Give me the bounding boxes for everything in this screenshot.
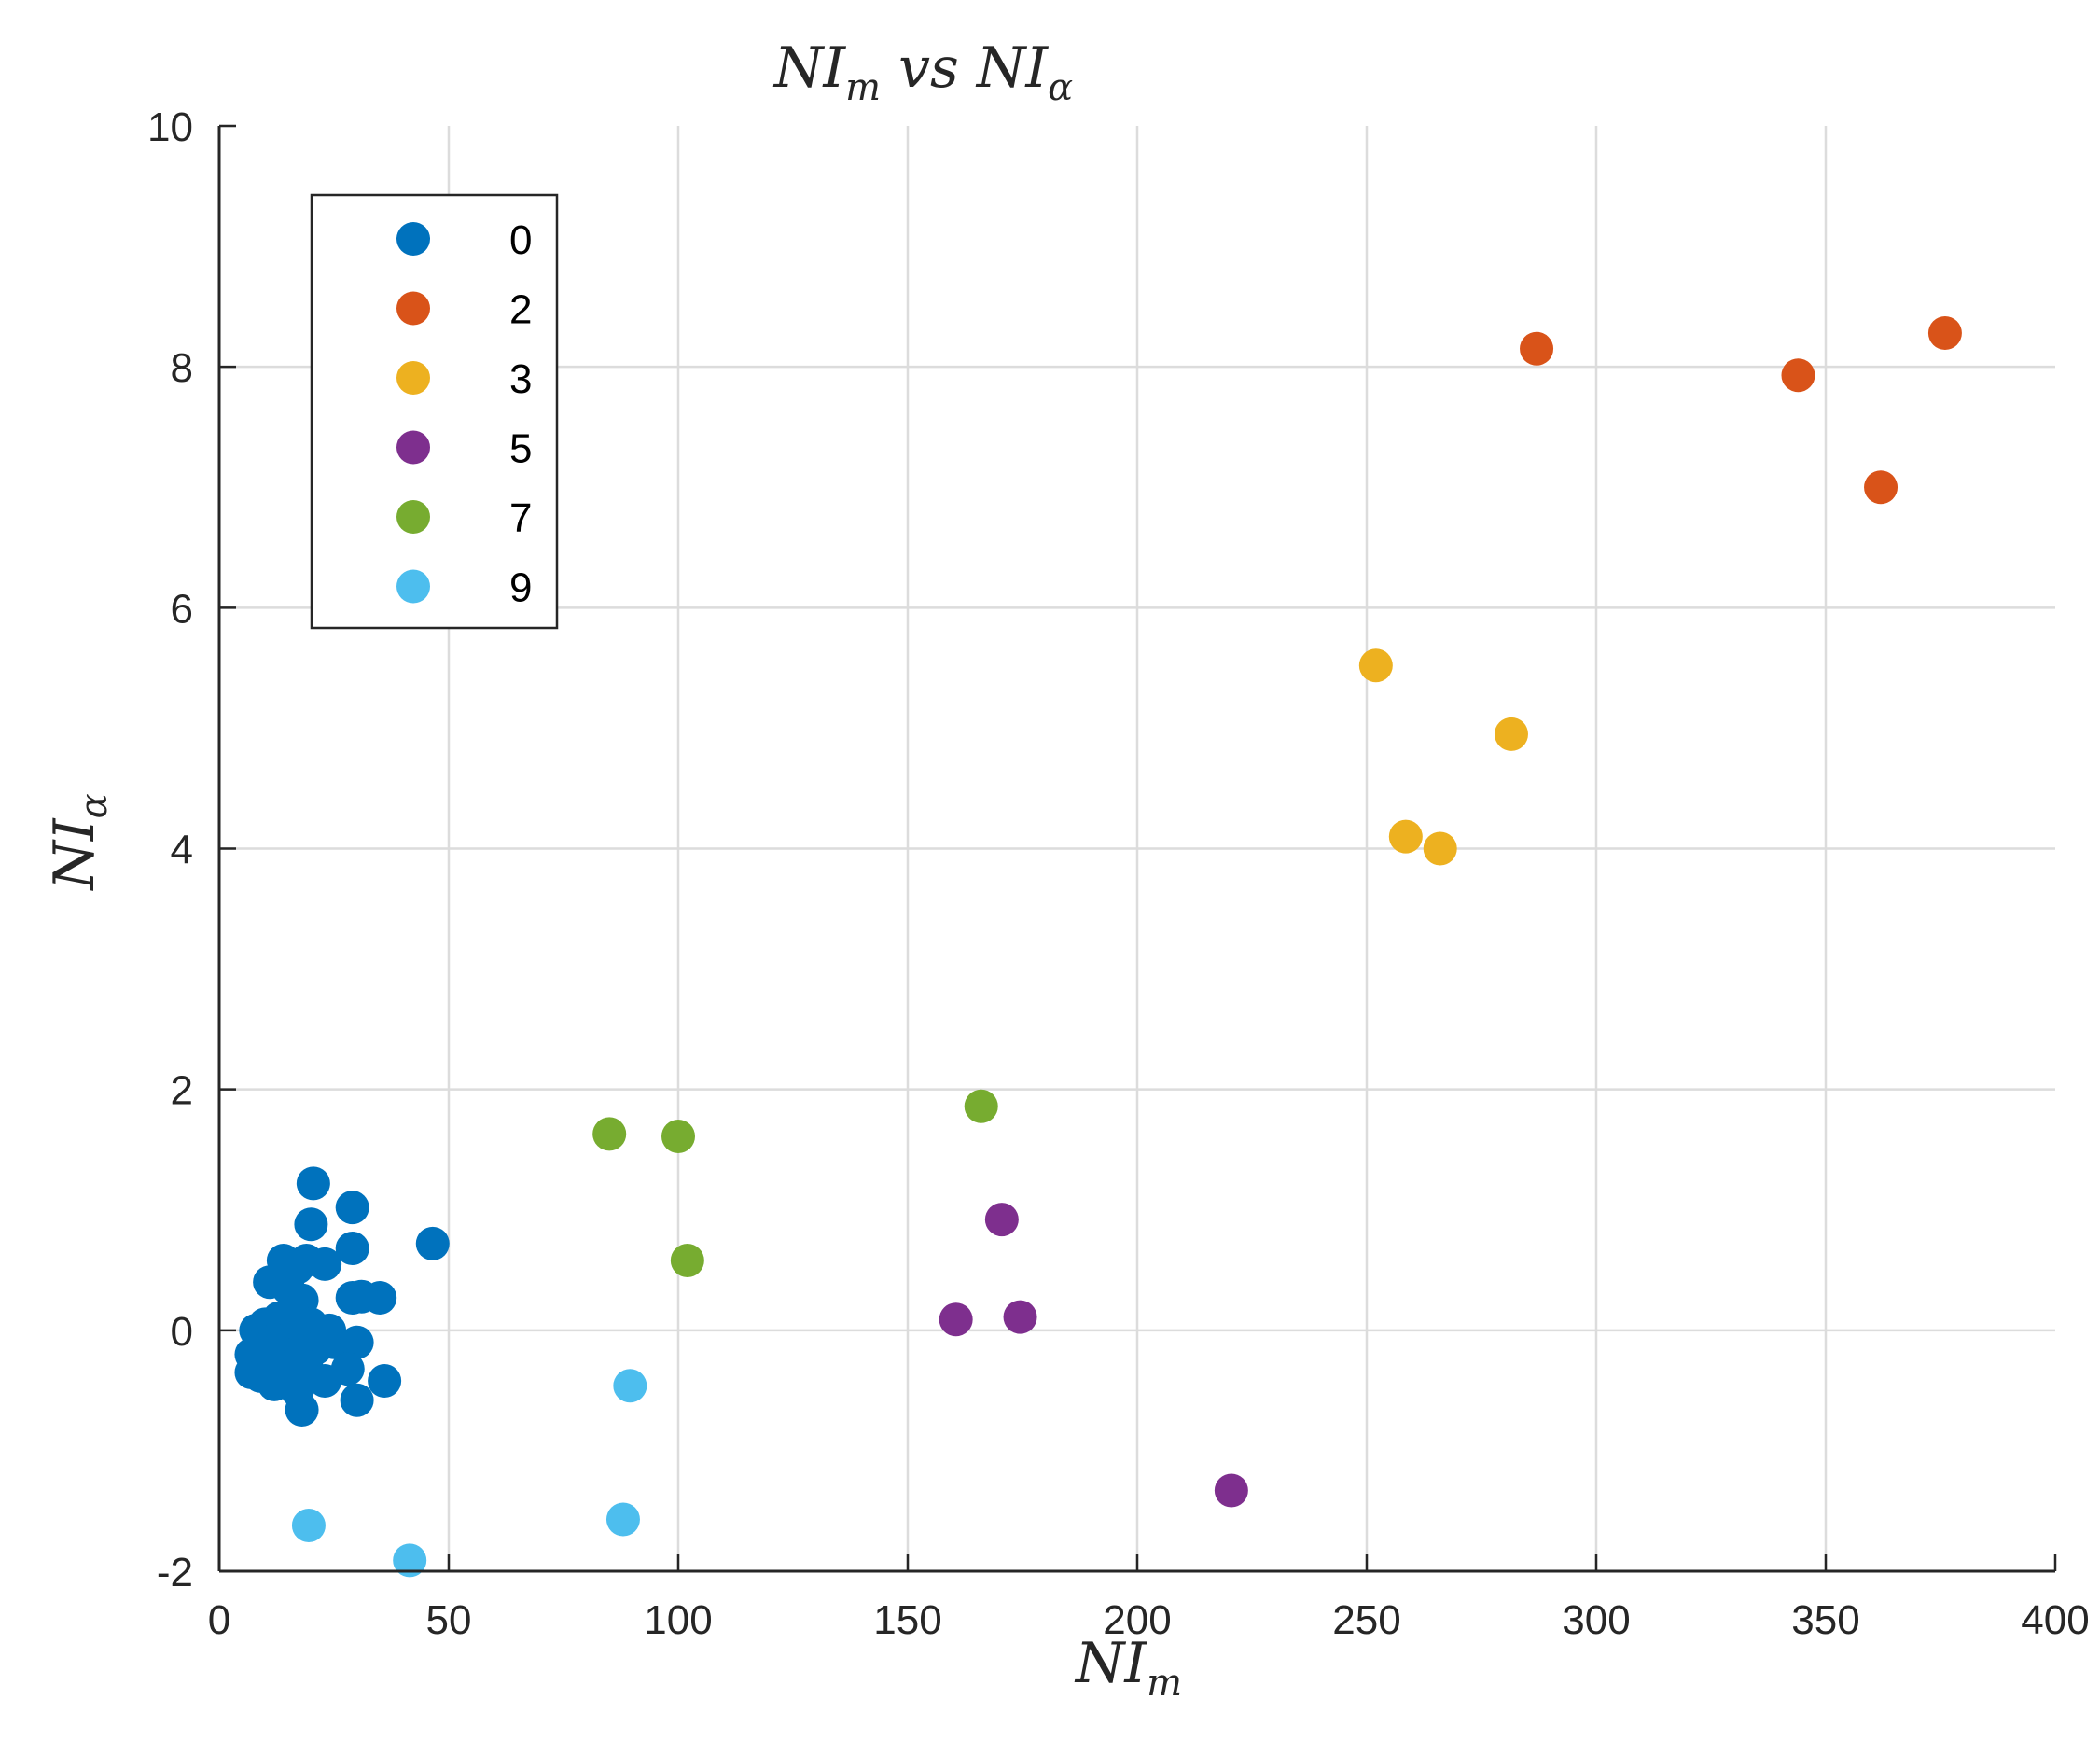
- legend-label-7: 7: [509, 495, 532, 541]
- series-5: [939, 1203, 1248, 1508]
- point-series-0: [340, 1325, 374, 1359]
- legend: 0 2 3 5 7 9: [310, 193, 559, 630]
- legend-marker-2: [396, 291, 430, 326]
- ylabel-sub: α: [73, 793, 116, 818]
- y-tick-label: 4: [171, 828, 193, 873]
- axes-frame: [217, 126, 2055, 1573]
- point-series-9: [393, 1543, 427, 1578]
- legend-label-2: 2: [509, 287, 532, 333]
- y-axis-label: NIα: [42, 793, 116, 891]
- point-series-0: [415, 1226, 450, 1260]
- point-series-0: [294, 1207, 328, 1242]
- point-series-0: [289, 1243, 324, 1277]
- point-series-7: [964, 1089, 998, 1123]
- legend-box: [310, 193, 559, 630]
- point-series-2: [1927, 316, 1962, 351]
- point-series-3: [1494, 717, 1528, 751]
- point-series-3: [1388, 819, 1423, 854]
- y-tick-label: 2: [171, 1068, 193, 1114]
- point-series-5: [1003, 1300, 1037, 1334]
- series-7: [592, 1089, 998, 1277]
- point-series-7: [670, 1243, 704, 1277]
- x-tick-label: 200: [1103, 1597, 1171, 1643]
- point-series-5: [984, 1203, 1019, 1237]
- xlabel-sub: m: [1147, 1662, 1182, 1705]
- point-series-9: [291, 1508, 326, 1542]
- point-series-5: [939, 1302, 973, 1337]
- legend-label-0: 0: [509, 217, 532, 263]
- x-tick-label: 350: [1791, 1597, 1859, 1643]
- data-points: [234, 316, 1962, 1578]
- y-tick-label: 8: [171, 345, 193, 391]
- point-series-0: [313, 1313, 347, 1347]
- point-series-5: [1214, 1473, 1248, 1508]
- legend-label-5: 5: [509, 426, 532, 472]
- point-series-9: [605, 1502, 640, 1537]
- point-series-2: [1864, 470, 1898, 505]
- point-series-0: [285, 1393, 319, 1428]
- legend-marker-9: [396, 569, 430, 604]
- point-series-0: [340, 1383, 374, 1417]
- legend-label-9: 9: [509, 565, 532, 611]
- point-series-2: [1781, 358, 1815, 393]
- y-tick-label: 6: [171, 586, 193, 632]
- point-series-0: [335, 1191, 369, 1225]
- legend-marker-7: [396, 500, 430, 534]
- series-9: [291, 1369, 647, 1578]
- series-2: [1520, 316, 1962, 505]
- title-mid: vs NI: [881, 35, 1049, 101]
- x-tick-label: 400: [2021, 1597, 2089, 1643]
- chart-title: NIm vs NIα: [772, 35, 1073, 109]
- title-main: NI: [772, 35, 847, 101]
- title-sub2: α: [1048, 66, 1073, 109]
- y-tick-label: 0: [171, 1309, 193, 1355]
- point-series-0: [368, 1364, 402, 1399]
- point-series-3: [1423, 831, 1457, 866]
- point-series-0: [248, 1331, 283, 1366]
- x-tick-label: 150: [873, 1597, 941, 1643]
- x-tick-label: 100: [644, 1597, 712, 1643]
- series-0: [234, 1166, 450, 1428]
- legend-marker-3: [396, 361, 430, 395]
- point-series-0: [296, 1166, 330, 1201]
- legend-label-3: 3: [509, 356, 532, 402]
- title-sub1: m: [845, 66, 881, 109]
- point-series-7: [592, 1117, 627, 1151]
- point-series-7: [661, 1120, 695, 1154]
- series-3: [1358, 648, 1528, 866]
- xlabel-main: NI: [1074, 1631, 1148, 1696]
- y-tick-label: -2: [157, 1550, 193, 1595]
- legend-marker-5: [396, 430, 430, 465]
- point-series-9: [613, 1369, 647, 1403]
- x-axis-label: NIm: [1074, 1631, 1182, 1705]
- point-series-0: [330, 1352, 365, 1386]
- x-tick-label: 50: [426, 1597, 472, 1643]
- ylabel-main: NI: [42, 817, 107, 892]
- x-tick-label: 250: [1332, 1597, 1400, 1643]
- point-series-3: [1358, 648, 1393, 683]
- y-tick-label: 10: [147, 104, 193, 150]
- legend-marker-0: [396, 222, 430, 256]
- x-tick-label: 0: [208, 1597, 230, 1643]
- point-series-2: [1520, 331, 1554, 366]
- point-series-0: [344, 1279, 379, 1314]
- x-tick-label: 300: [1562, 1597, 1630, 1643]
- point-series-0: [335, 1232, 369, 1266]
